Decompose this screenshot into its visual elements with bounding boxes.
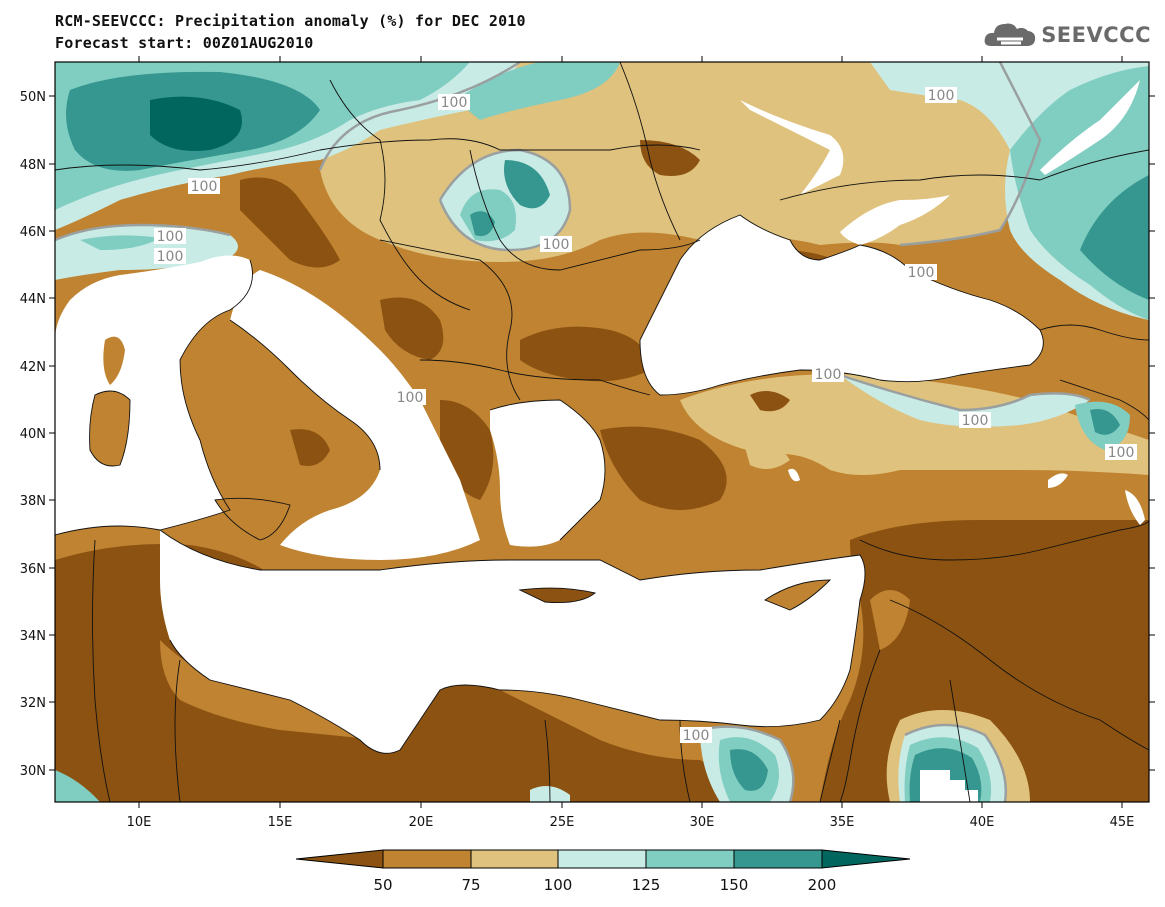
lat-label: 36N xyxy=(20,562,46,577)
seevccc-logo: SEEVCCC xyxy=(983,18,1151,52)
contour-label: 100 xyxy=(928,88,955,104)
lat-label: 48N xyxy=(20,158,46,173)
colorbar-arrow-low xyxy=(295,849,384,869)
cloud-logo-icon xyxy=(984,23,1036,46)
colorbar-segment xyxy=(733,849,823,869)
contour-label-bg xyxy=(438,94,470,110)
colorbar-label: 50 xyxy=(373,876,392,894)
colorbar-segment xyxy=(382,849,472,869)
colorbar-arrow-high xyxy=(821,849,911,869)
lon-label: 25E xyxy=(550,815,575,830)
contour-label: 100 xyxy=(683,728,710,744)
contour-label-bg xyxy=(925,87,957,103)
contour-label-bg xyxy=(812,366,844,382)
contour-label: 100 xyxy=(1108,445,1135,461)
colorbar-segment xyxy=(470,849,559,869)
map-fill xyxy=(55,62,1149,802)
lon-label: 20E xyxy=(409,815,434,830)
contour-label-bg xyxy=(959,412,991,428)
contour-label-bg xyxy=(188,178,220,194)
lat-label: 42N xyxy=(20,360,46,375)
latitude-axis: 50N 48N 46N 44N 42N 40N 38N 36N 34N 32N 30N xyxy=(20,90,1155,779)
lon-label: 45E xyxy=(1110,815,1135,830)
lat-label: 32N xyxy=(20,696,46,711)
lat-label: 40N xyxy=(20,427,46,442)
contour-label-bg xyxy=(394,389,426,405)
lon-label: 10E xyxy=(127,815,152,830)
contour-label: 100 xyxy=(815,367,842,383)
contour-label: 100 xyxy=(908,265,935,281)
contour-label: 100 xyxy=(157,249,184,265)
contour-label-bg xyxy=(154,228,186,244)
contour-label: 100 xyxy=(441,95,468,111)
logo-text: SEEVCCC xyxy=(1041,23,1151,47)
map-title: RCM-SEEVCCC: Precipitation anomaly (%) f… xyxy=(55,12,526,30)
lat-label: 50N xyxy=(20,90,46,105)
lon-label: 40E xyxy=(970,815,995,830)
contour-labels: 100 100 100 100 100 100 100 100 100 100 100 100 xyxy=(154,87,1137,744)
colorbar-label: 100 xyxy=(544,876,573,894)
contour-label-bg xyxy=(905,264,937,280)
lat-label: 34N xyxy=(20,629,46,644)
contour-label-bg xyxy=(540,236,572,252)
lon-label: 35E xyxy=(830,815,855,830)
forecast-start: Forecast start: 00Z01AUG2010 xyxy=(55,34,314,52)
colorbar-label: 75 xyxy=(461,876,480,894)
lat-label: 38N xyxy=(20,494,46,509)
colorbar-label: 200 xyxy=(808,876,837,894)
lat-label: 30N xyxy=(20,764,46,779)
lat-label: 44N xyxy=(20,292,46,307)
contour-label: 100 xyxy=(191,179,218,195)
lon-label: 15E xyxy=(268,815,293,830)
colorbar-segment xyxy=(645,849,735,869)
lon-label: 30E xyxy=(690,815,715,830)
contour-label-bg xyxy=(1105,444,1137,460)
contour-label-bg xyxy=(154,248,186,264)
colorbar-label: 125 xyxy=(632,876,661,894)
contour-label: 100 xyxy=(962,413,989,429)
contour-label: 100 xyxy=(543,237,570,253)
contour-100-lines xyxy=(55,62,1091,802)
map-frame xyxy=(54,61,1150,803)
country-borders xyxy=(55,62,1149,802)
contour-label-bg xyxy=(680,727,712,743)
longitude-axis: 10E 15E 20E 25E 30E 35E 40E 45E xyxy=(127,56,1135,830)
colorbar-label: 150 xyxy=(720,876,749,894)
colorbar: 50 75 100 125 150 200 xyxy=(295,849,911,894)
contour-label: 100 xyxy=(397,390,424,406)
colorbar-segment xyxy=(557,849,647,869)
lat-label: 46N xyxy=(20,225,46,240)
contour-label: 100 xyxy=(157,229,184,245)
